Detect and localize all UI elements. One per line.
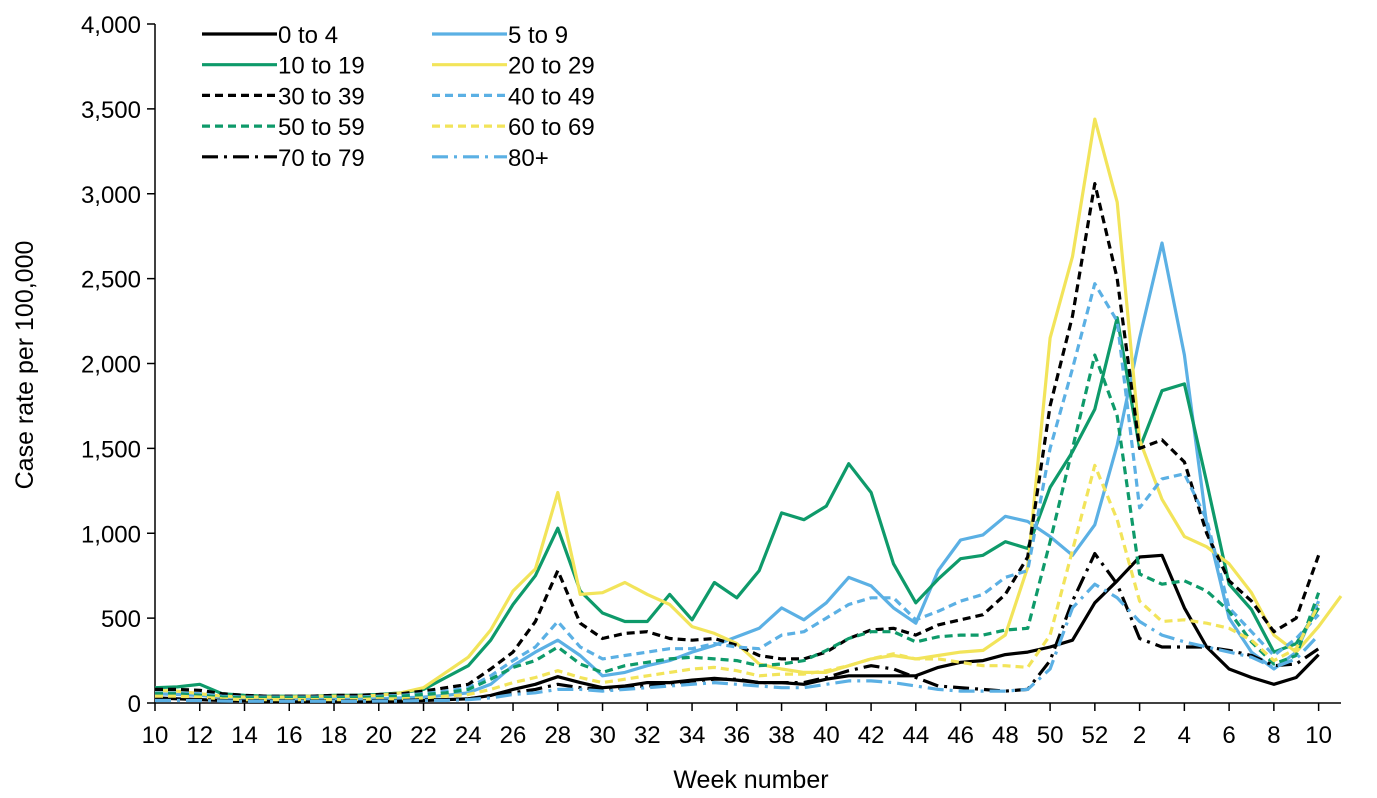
x-tick-label: 46: [947, 722, 974, 749]
series-line: [154, 241, 1321, 701]
x-tick-label: 38: [768, 722, 795, 749]
y-tick-label: 2,500: [81, 267, 141, 294]
x-tick-label: 20: [365, 722, 392, 749]
legend-label: 0 to 4: [278, 22, 338, 49]
x-tick-label: 24: [455, 722, 482, 749]
x-tick-label: 18: [321, 722, 348, 749]
y-tick-label: 4,000: [81, 12, 141, 39]
legend: 0 to 4 5 to 9 10 to 19 20 to 29 30 to 39 40 t…: [202, 22, 595, 172]
series-line: [155, 463, 1321, 702]
x-tick-label: 42: [858, 722, 885, 749]
x-tick-label: 36: [723, 722, 750, 749]
series-line: [155, 582, 1320, 703]
legend-label: 5 to 9: [508, 22, 568, 49]
x-tick-label: 2: [1133, 722, 1146, 749]
series-line: [154, 553, 1320, 703]
legend-label: 70 to 79: [278, 145, 365, 172]
x-tick-label: 6: [1222, 722, 1235, 749]
x-tick-label: 12: [186, 722, 213, 749]
x-tick-label: 28: [544, 722, 571, 749]
axes: 0 500 1,000 1,500 2,000 2,500 3,000 3,500 4,000 1…: [81, 12, 1341, 749]
x-tick-label: 10: [1305, 722, 1332, 749]
y-tick-label: 1,000: [81, 521, 141, 548]
x-tick-label: 16: [276, 722, 303, 749]
y-tick-label: 3,500: [81, 97, 141, 124]
legend-label: 40 to 49: [508, 83, 595, 110]
x-tick-label: 30: [589, 722, 616, 749]
x-tick-label: 34: [679, 722, 706, 749]
series-line: [155, 282, 1320, 699]
y-tick-label: 0: [128, 691, 141, 718]
y-tick-label: 3,000: [81, 182, 141, 209]
y-tick-label: 1,500: [81, 436, 141, 463]
legend-label: 60 to 69: [508, 114, 595, 141]
series-line: [155, 353, 1321, 700]
y-axis-title: Case rate per 100,000: [11, 241, 39, 490]
x-tick-label: 50: [1037, 722, 1064, 749]
x-tick-label: 14: [231, 722, 258, 749]
x-tick-label: 4: [1178, 722, 1191, 749]
x-tick-label: 40: [813, 722, 840, 749]
x-axis-title: Week number: [673, 766, 828, 794]
legend-label: 20 to 29: [508, 53, 595, 80]
x-tick-label: 26: [500, 722, 527, 749]
x-tick-label: 48: [992, 722, 1019, 749]
series-layer: [154, 117, 1343, 703]
x-tick-label: 44: [902, 722, 929, 749]
y-tick-label: 500: [101, 606, 141, 633]
x-tick-label: 10: [142, 722, 169, 749]
y-tick-label: 2,000: [81, 352, 141, 379]
x-tick-label: 8: [1267, 722, 1280, 749]
series-line: [154, 117, 1343, 699]
legend-label: 80+: [508, 145, 549, 172]
x-tick-label: 22: [410, 722, 437, 749]
legend-label: 10 to 19: [278, 53, 365, 80]
legend-label: 50 to 59: [278, 114, 365, 141]
x-tick-label: 52: [1081, 722, 1108, 749]
x-tick-label: 32: [634, 722, 661, 749]
series-line: [154, 316, 1320, 698]
series-line: [155, 182, 1321, 698]
legend-label: 30 to 39: [278, 83, 365, 110]
